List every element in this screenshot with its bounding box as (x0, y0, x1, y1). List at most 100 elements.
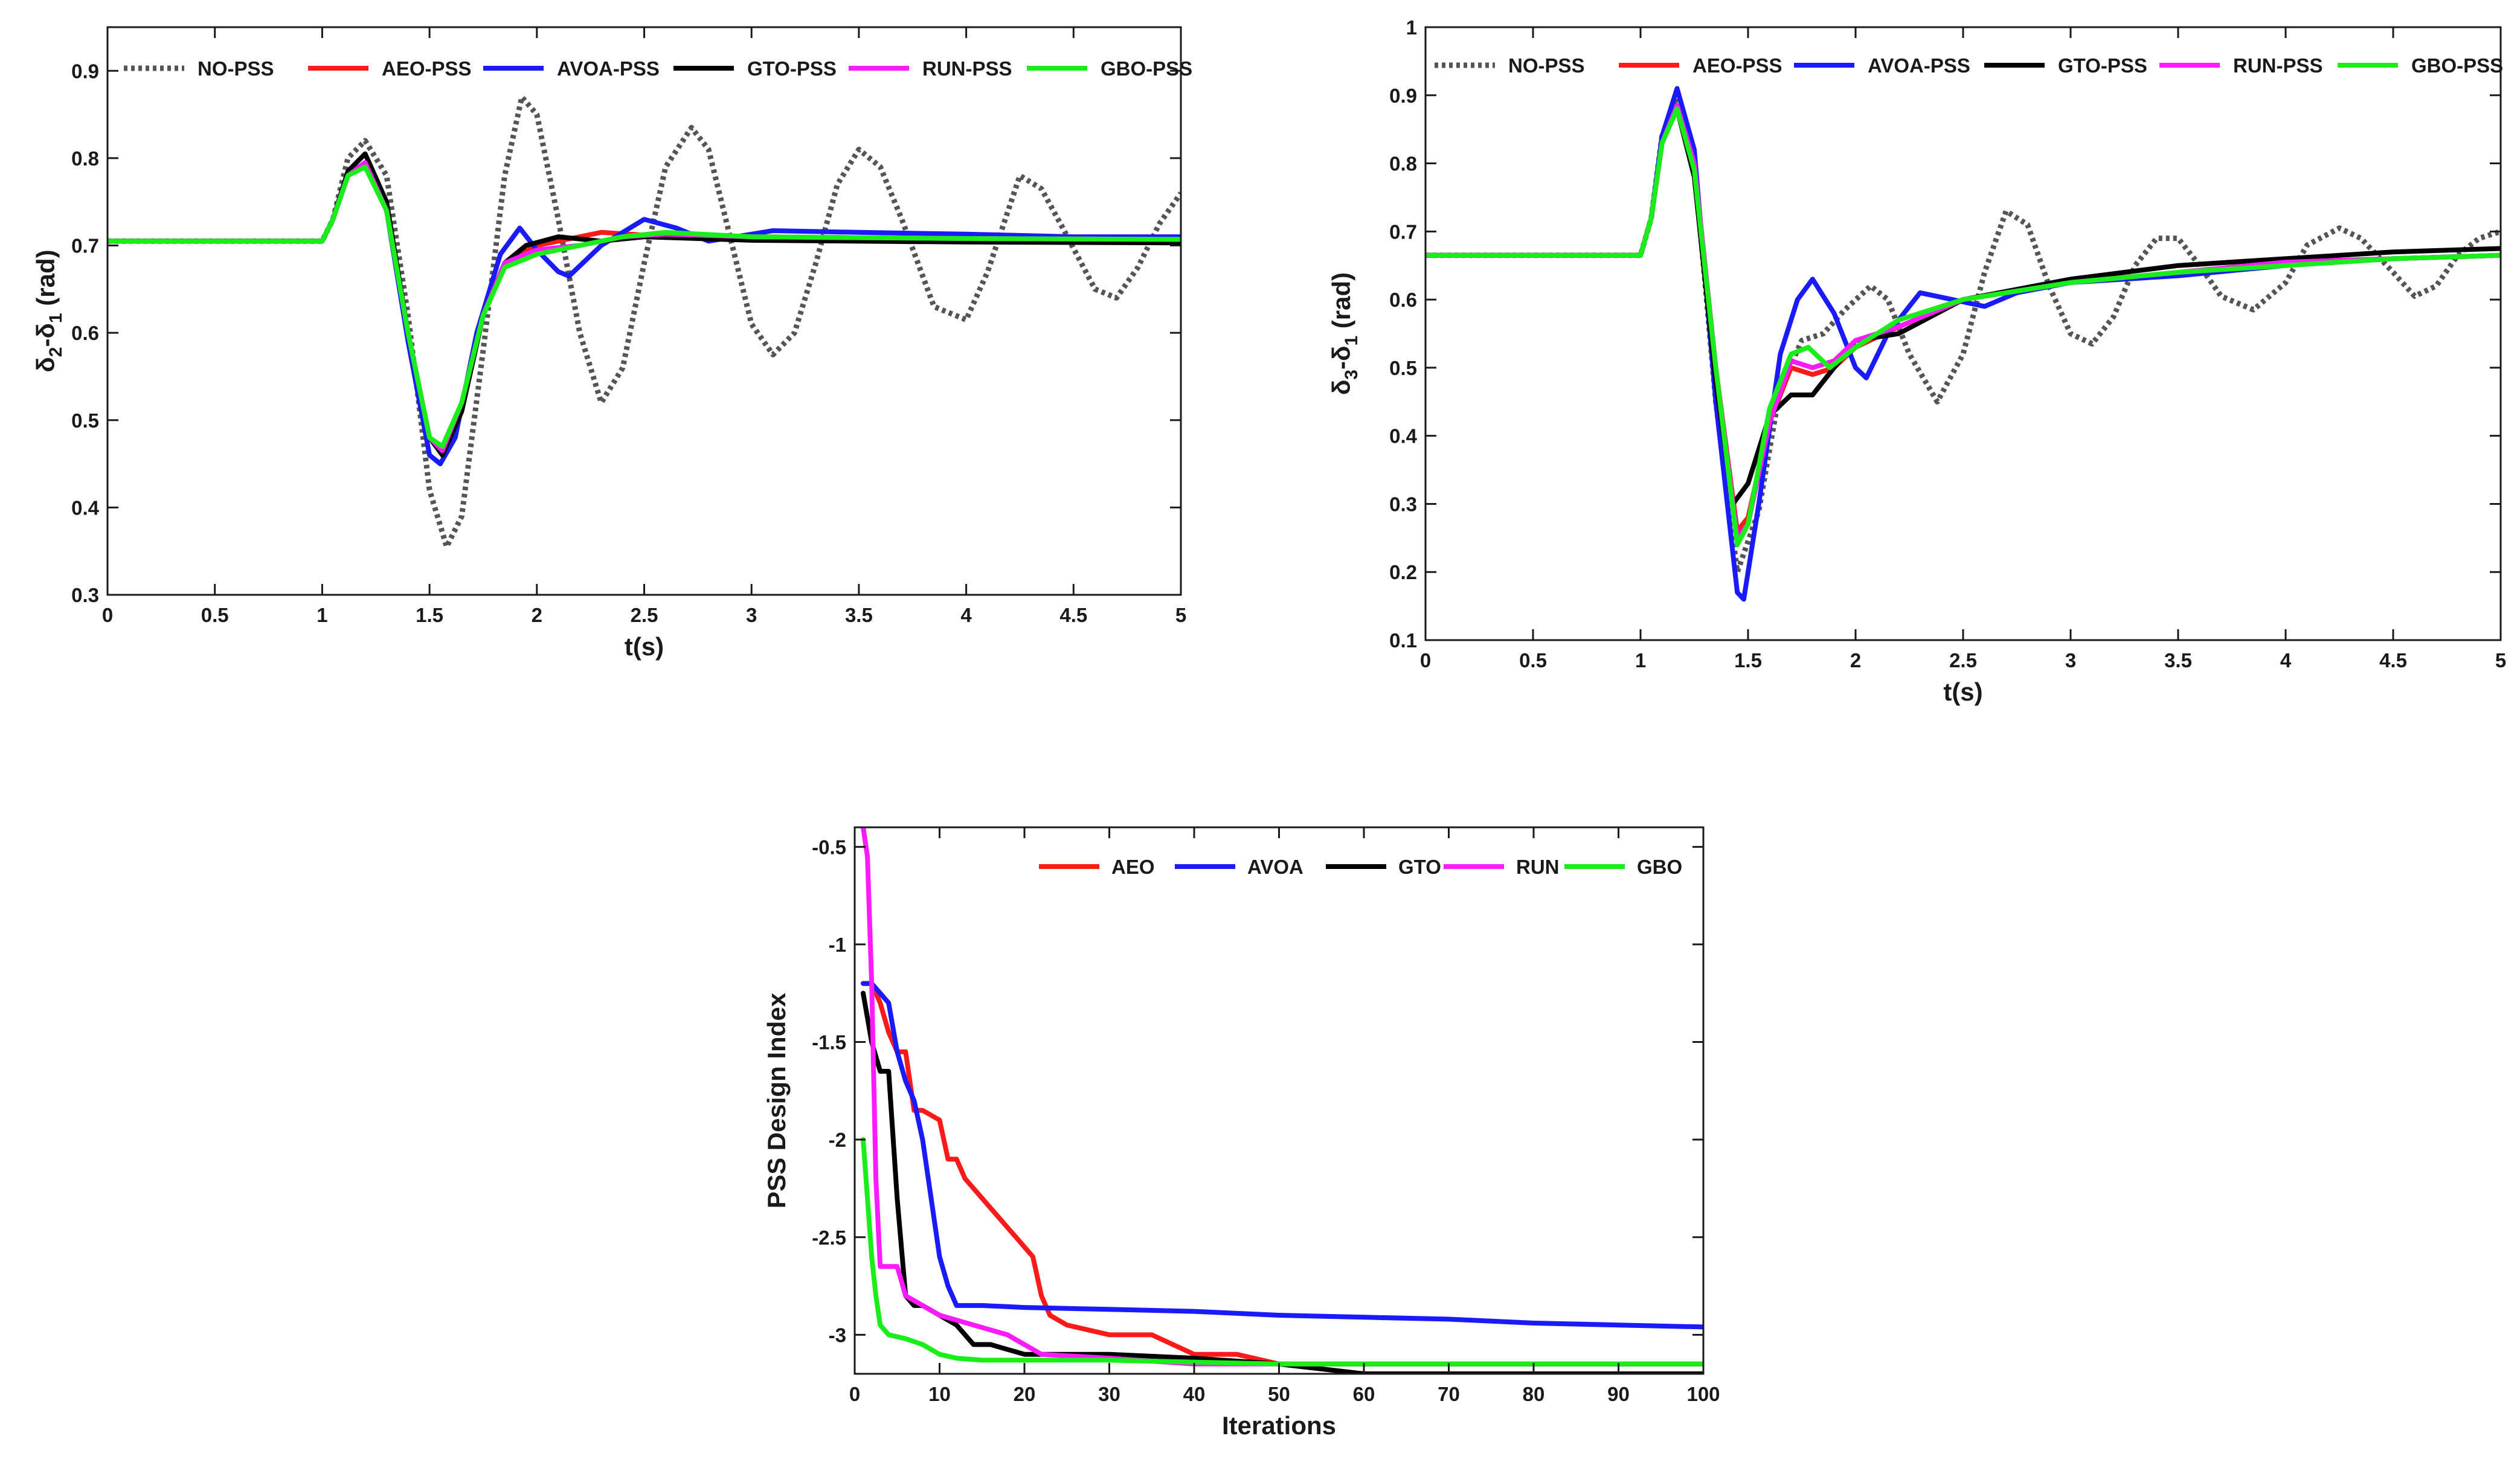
x-tick-label: 4.5 (2379, 649, 2407, 672)
x-tick-label: 90 (1607, 1383, 1630, 1405)
series-line-gto-pss (1426, 106, 2501, 507)
x-tick-label: 5 (1175, 604, 1186, 626)
x-tick-label: 4.5 (1059, 604, 1087, 626)
x-tick-label: 4 (960, 604, 972, 626)
legend-label-aeo-pss: AEO-PSS (382, 57, 472, 80)
y-tick-label: 0.5 (1389, 357, 1417, 379)
x-tick-label: 2 (1850, 649, 1861, 672)
legend-label-no-pss: NO-PSS (198, 57, 274, 80)
y-axis-label: δ2-δ1 (rad) (31, 249, 66, 372)
legend-label-avoa-pss: AVOA-PSS (1868, 54, 1970, 77)
y-tick-label: 0.9 (1389, 85, 1417, 107)
series-line-aeo-pss (1426, 103, 2501, 534)
y-tick-label: 0.2 (1389, 561, 1417, 583)
y-tick-label: 0.6 (1389, 289, 1417, 311)
x-tick-label: 2 (532, 604, 542, 626)
x-tick-label: 3.5 (845, 604, 873, 626)
y-tick-label: 0.5 (71, 409, 99, 432)
y-tick-label: -1 (829, 934, 846, 956)
y-tick-label: -1.5 (812, 1031, 846, 1054)
x-tick-label: 10 (928, 1383, 951, 1405)
x-tick-label: 60 (1353, 1383, 1375, 1405)
x-tick-label: 0 (102, 604, 113, 626)
legend-label-aeo-pss: AEO-PSS (1692, 54, 1782, 77)
x-tick-label: 1.5 (416, 604, 443, 626)
y-axis-label: PSS Design Index (762, 992, 791, 1208)
x-tick-label: 2.5 (631, 604, 658, 626)
y-tick-label: 1 (1406, 16, 1417, 39)
series-line-aeo-pss (108, 160, 1181, 454)
y-tick-label: 0.7 (1389, 220, 1417, 243)
y-tick-label: 0.3 (71, 584, 99, 606)
chart-1: 0 0.5 1 1.5 2 2.5 3 3.5 4 4.5 5 0.3 0.4 0.5 0.6 0.7 0.8 0… (31, 26, 1192, 661)
plot-area (861, 827, 1703, 1374)
x-tick-label: 3 (746, 604, 757, 626)
x-tick-label: 30 (1098, 1383, 1120, 1405)
legend-label-gbo-pss: GBO-PSS (2411, 54, 2503, 77)
x-tick-label: 3.5 (2164, 649, 2192, 672)
x-tick-label: 5 (2495, 649, 2506, 672)
plot-area (108, 94, 1181, 550)
legend-label-gbo: GBO (1637, 856, 1682, 878)
axes-frame (1424, 26, 2502, 641)
x-tick-label: 0.5 (201, 604, 229, 626)
x-tick-label: 100 (1686, 1383, 1720, 1405)
y-tick-label: 0.6 (71, 322, 99, 344)
y-tick-label: 0.4 (1389, 425, 1418, 447)
legend-label-avoa: AVOA (1247, 856, 1303, 878)
x-tick-label: 20 (1014, 1383, 1036, 1405)
chart-3: 0 10 20 30 40 50 60 70 80 90 100 -3 -2.5 -2 -1.5 -1 -0.5… (762, 826, 1720, 1440)
series-line-gbo-pss (108, 164, 1181, 449)
x-axis-label: Iterations (1222, 1411, 1336, 1440)
legend-label-gto: GTO (1398, 856, 1441, 878)
series-line-gto (861, 990, 1703, 1374)
chart-2: 0 0.5 1 1.5 2 2.5 3 3.5 4 4.5 5 0.1 0.2 0.3 0.4 0.5 0.6 0… (1327, 16, 2506, 706)
x-tick-label: 1 (317, 604, 327, 626)
legend-label-no-pss: NO-PSS (1508, 54, 1585, 77)
y-tick-label: -0.5 (812, 836, 846, 858)
y-tick-label: 0.8 (1389, 153, 1417, 175)
x-tick-label: 3 (2065, 649, 2076, 672)
series-line-gbo (861, 1137, 1703, 1367)
x-tick-label: 0.5 (1519, 649, 1547, 672)
y-tick-label: 0.1 (1389, 629, 1417, 652)
series-line-gbo-pss (1426, 106, 2501, 548)
x-tick-label: 80 (1523, 1383, 1545, 1405)
x-tick-label: 1 (1635, 649, 1646, 672)
y-tick-label: 0.3 (1389, 493, 1417, 515)
axes-frame (106, 26, 1182, 596)
series-line-avoa-pss (108, 160, 1181, 467)
x-tick-label: 0 (1420, 649, 1431, 672)
series-line-run-pss (1426, 103, 2501, 540)
series-line-avoa (861, 981, 1703, 1330)
x-tick-label: 4 (2280, 649, 2292, 672)
y-axis-label: δ3-δ1 (rad) (1327, 272, 1361, 395)
legend-label-gto-pss: GTO-PSS (747, 57, 837, 80)
y-tick-label: -3 (829, 1324, 846, 1346)
series-line-no-pss (108, 94, 1181, 550)
legend-label-gbo-pss: GBO-PSS (1101, 57, 1192, 80)
legend-label-avoa-pss: AVOA-PSS (557, 57, 660, 80)
series-line-no-pss (1426, 95, 2501, 575)
legend-label-run: RUN (1516, 856, 1560, 878)
x-tick-label: 40 (1183, 1383, 1206, 1405)
series-line-run (861, 827, 1703, 1367)
series-line-run-pss (108, 160, 1181, 454)
x-tick-label: 1.5 (1734, 649, 1762, 672)
legend-label-run-pss: RUN-PSS (2233, 54, 2323, 77)
legend-label-run-pss: RUN-PSS (922, 57, 1012, 80)
y-tick-label: -2 (829, 1129, 846, 1151)
x-tick-label: 2.5 (1949, 649, 1977, 672)
y-tick-label: 0.8 (71, 147, 99, 170)
axes-frame (853, 826, 1705, 1375)
y-tick-label: 0.7 (71, 235, 99, 257)
legend-label-aeo: AEO (1111, 856, 1155, 878)
x-tick-label: 0 (849, 1383, 860, 1405)
x-axis-label: t(s) (1943, 678, 1982, 706)
legend-label-gto-pss: GTO-PSS (2058, 54, 2147, 77)
x-tick-label: 70 (1438, 1383, 1460, 1405)
y-tick-label: 0.4 (71, 496, 100, 519)
y-tick-label: 0.9 (71, 60, 99, 82)
x-tick-label: 50 (1268, 1383, 1290, 1405)
